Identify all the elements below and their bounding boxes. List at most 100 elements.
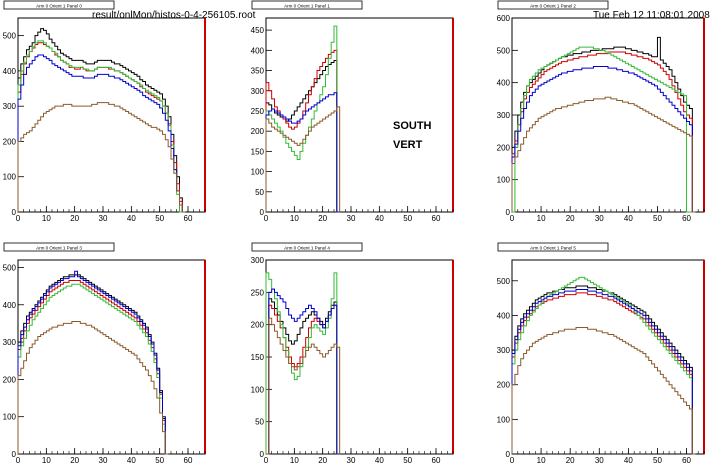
x-tick-label: 30 bbox=[347, 214, 356, 223]
y-tick-label: 100 bbox=[3, 413, 17, 422]
vert-label: VERT bbox=[393, 139, 423, 151]
y-tick-label: 100 bbox=[251, 385, 265, 394]
y-tick-label: 200 bbox=[3, 137, 17, 146]
y-tick-label: 500 bbox=[497, 46, 511, 55]
x-tick-label: 50 bbox=[403, 456, 412, 464]
x-tick-label: 0 bbox=[510, 214, 515, 223]
histogram-series-red bbox=[17, 42, 186, 213]
y-tick-label: 0 bbox=[506, 208, 511, 217]
x-tick-label: 40 bbox=[375, 456, 384, 464]
y-tick-label: 300 bbox=[3, 102, 17, 111]
x-tick-label: 40 bbox=[624, 456, 633, 464]
histogram-series-brown bbox=[17, 321, 169, 455]
x-tick-label: 30 bbox=[347, 456, 356, 464]
plot-frame bbox=[17, 259, 206, 455]
x-tick-label: 10 bbox=[537, 456, 546, 464]
x-tick-label: 0 bbox=[510, 456, 515, 464]
y-tick-label: 0 bbox=[12, 208, 17, 217]
histogram-series-green bbox=[265, 25, 340, 213]
x-tick-label: 30 bbox=[99, 214, 108, 223]
plot-frame bbox=[265, 259, 454, 455]
histogram-series-blue bbox=[17, 54, 186, 213]
y-tick-label: 400 bbox=[3, 301, 17, 310]
y-tick-label: 300 bbox=[251, 256, 265, 265]
histogram-series-blue bbox=[511, 66, 696, 213]
panel-title-box bbox=[3, 0, 115, 10]
x-tick-label: 20 bbox=[70, 456, 79, 464]
y-tick-label: 200 bbox=[3, 375, 17, 384]
panel-title-box bbox=[251, 0, 363, 10]
x-tick-label: 60 bbox=[682, 214, 691, 223]
panel-title: Arm 0 Orient 1 Panel 0 bbox=[36, 4, 82, 9]
y-tick-label: 300 bbox=[3, 338, 17, 347]
x-tick-label: 20 bbox=[566, 214, 575, 223]
panel-title-box bbox=[251, 242, 363, 252]
x-tick-label: 10 bbox=[42, 214, 51, 223]
histogram-series-blue bbox=[265, 92, 340, 213]
y-tick-label: 100 bbox=[497, 415, 511, 424]
x-tick-label: 10 bbox=[290, 456, 299, 464]
x-tick-label: 30 bbox=[595, 214, 604, 223]
panel-title-box bbox=[497, 242, 609, 252]
histogram-series-black bbox=[266, 298, 340, 455]
histogram-series-brown bbox=[17, 102, 186, 213]
panel-title: Arm 0 Orient 1 Panel 3 bbox=[36, 246, 82, 251]
histogram-series-brown bbox=[265, 106, 341, 212]
x-tick-label: 50 bbox=[403, 214, 412, 223]
x-tick-label: 50 bbox=[155, 214, 164, 223]
x-tick-label: 60 bbox=[184, 214, 193, 223]
histogram-series-green bbox=[17, 283, 169, 455]
x-tick-label: 50 bbox=[155, 456, 164, 464]
x-tick-label: 60 bbox=[184, 456, 193, 464]
panel-title-box bbox=[497, 0, 609, 10]
y-tick-label: 200 bbox=[497, 381, 511, 390]
histogram-series-black bbox=[17, 28, 186, 213]
x-tick-label: 60 bbox=[432, 214, 441, 223]
x-tick-label: 40 bbox=[375, 214, 384, 223]
panel-title-box bbox=[3, 242, 115, 252]
x-tick-label: 10 bbox=[537, 214, 546, 223]
x-tick-label: 60 bbox=[682, 456, 691, 464]
y-tick-label: 500 bbox=[3, 32, 17, 41]
y-tick-label: 300 bbox=[251, 87, 265, 96]
y-tick-label: 400 bbox=[251, 46, 265, 55]
panel-title: Arm 0 Orient 1 Panel 2 bbox=[530, 4, 576, 9]
x-tick-label: 0 bbox=[264, 214, 269, 223]
south-label: SOUTH bbox=[393, 120, 432, 132]
panel-title: Arm 0 Orient 1 Panel 5 bbox=[530, 246, 576, 251]
x-tick-label: 0 bbox=[264, 456, 269, 464]
y-tick-label: 150 bbox=[251, 353, 265, 362]
y-tick-label: 50 bbox=[255, 188, 264, 197]
y-tick-label: 200 bbox=[497, 143, 511, 152]
file-path-label: result/onlMon/histos-0-4-256105.root bbox=[92, 10, 256, 21]
y-tick-label: 100 bbox=[497, 176, 511, 185]
x-tick-label: 0 bbox=[16, 456, 21, 464]
x-tick-label: 50 bbox=[653, 456, 662, 464]
y-tick-label: 200 bbox=[251, 321, 265, 330]
timestamp-label: Tue Feb 12 11:08:01 2008 bbox=[593, 10, 710, 21]
histogram-series-green bbox=[512, 46, 696, 213]
histogram-series-red bbox=[511, 292, 696, 455]
x-tick-label: 0 bbox=[16, 214, 21, 223]
y-tick-label: 450 bbox=[251, 26, 265, 35]
x-tick-label: 40 bbox=[624, 214, 633, 223]
x-tick-label: 20 bbox=[318, 456, 327, 464]
x-tick-label: 20 bbox=[318, 214, 327, 223]
histogram-series-brown bbox=[266, 317, 341, 455]
y-tick-label: 300 bbox=[497, 111, 511, 120]
x-tick-label: 40 bbox=[127, 456, 136, 464]
y-tick-label: 400 bbox=[3, 67, 17, 76]
x-tick-label: 10 bbox=[290, 214, 299, 223]
histogram-series-red bbox=[511, 51, 696, 213]
y-tick-label: 0 bbox=[12, 450, 17, 459]
y-tick-label: 0 bbox=[260, 208, 265, 217]
histogram-series-black bbox=[265, 59, 340, 213]
y-tick-label: 400 bbox=[497, 79, 511, 88]
y-tick-label: 500 bbox=[497, 277, 511, 286]
y-tick-label: 600 bbox=[497, 14, 511, 23]
y-tick-label: 400 bbox=[497, 311, 511, 320]
x-tick-label: 50 bbox=[653, 214, 662, 223]
panel-title: Arm 0 Orient 1 Panel 4 bbox=[284, 246, 330, 251]
plot-frame bbox=[511, 17, 705, 213]
